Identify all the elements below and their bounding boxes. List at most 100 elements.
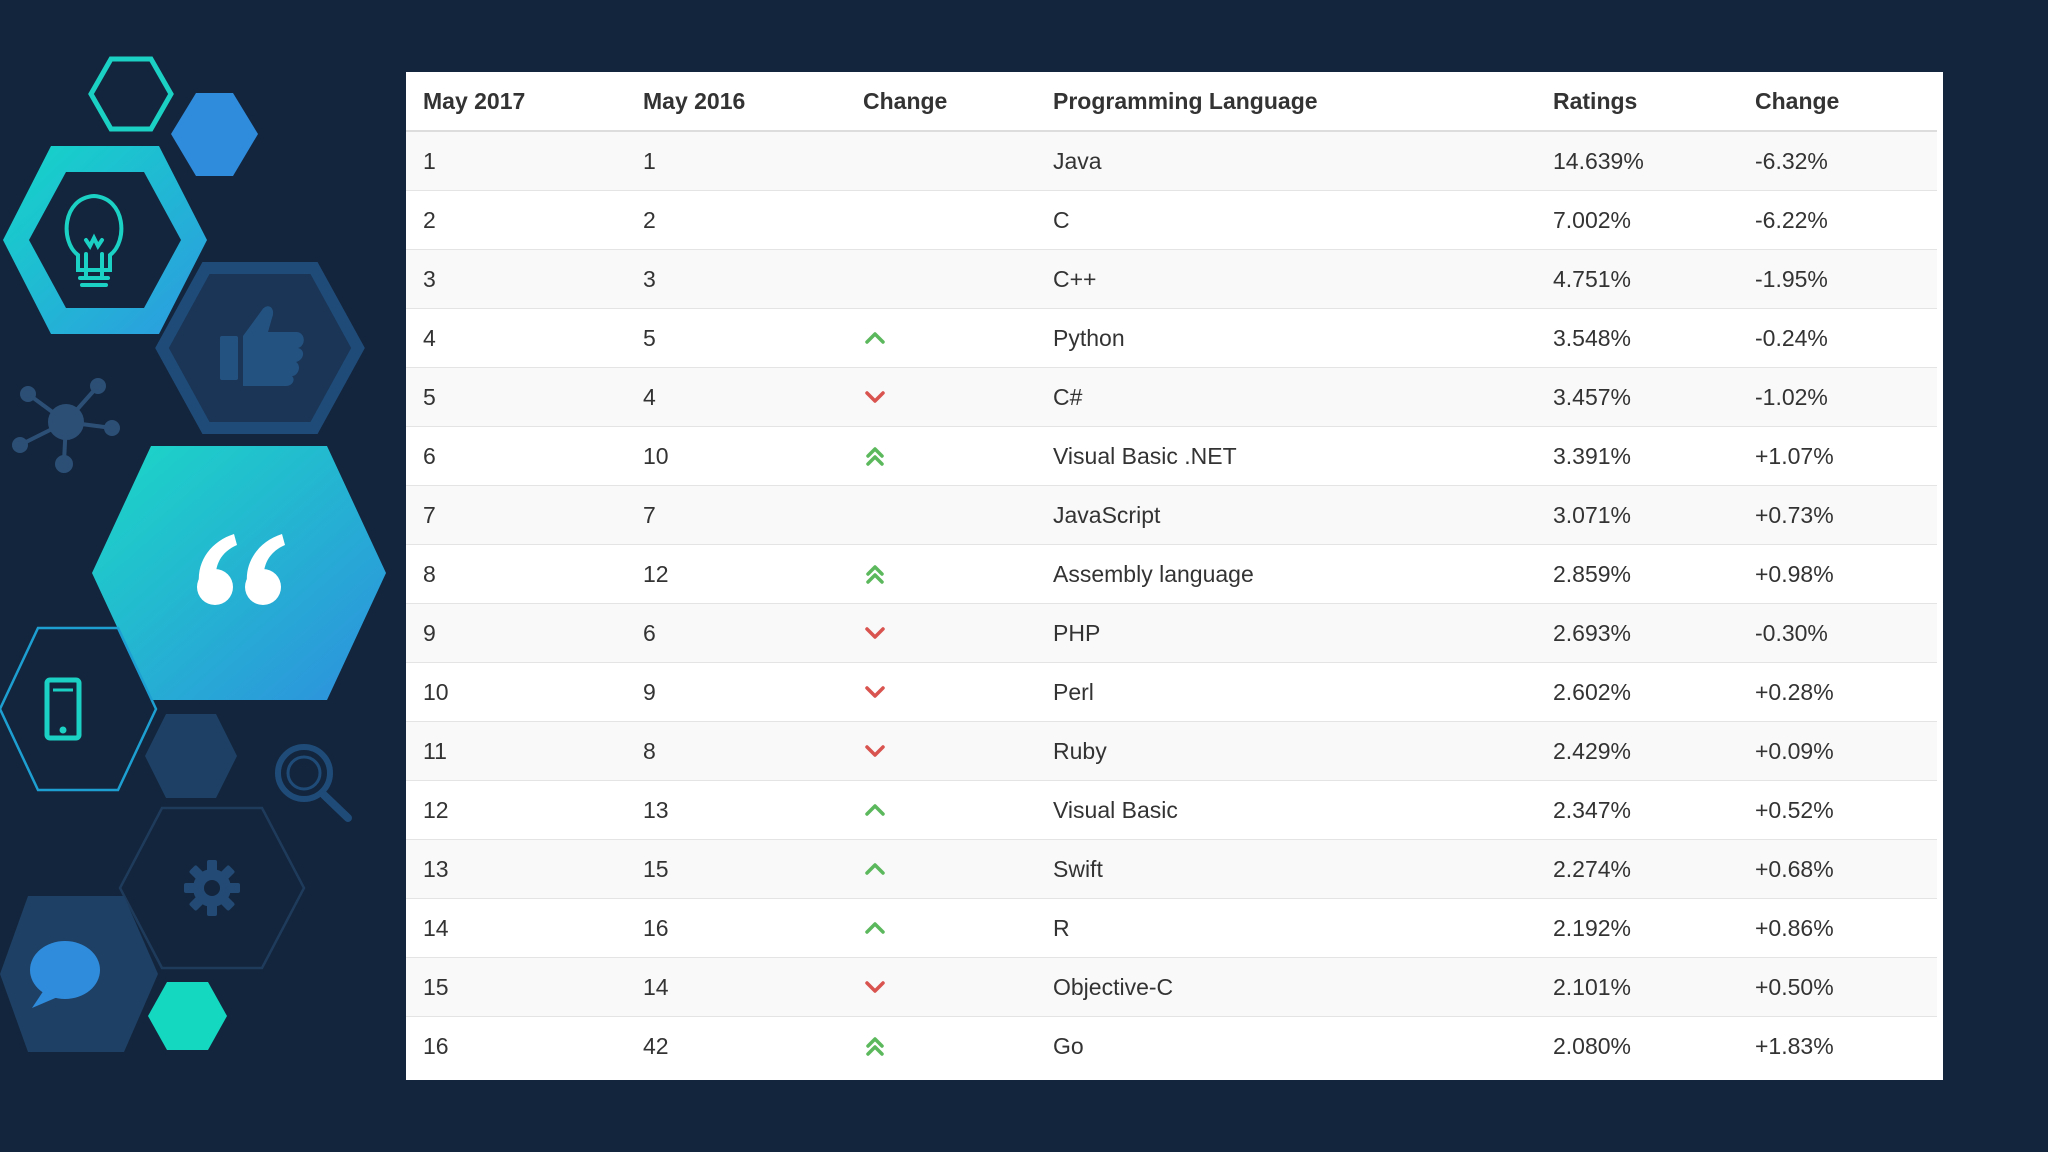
change-cell: -1.02% — [1738, 367, 1937, 427]
table-row: 3 3 C++ 4.751% -1.95% — [406, 249, 1937, 309]
trend-cell — [846, 780, 1036, 840]
language-cell: C# — [1036, 367, 1536, 427]
thumbs-up-hex — [155, 262, 365, 434]
trend-double-up-icon — [866, 447, 884, 466]
gear-hex — [118, 806, 306, 970]
rating-cell: 3.457% — [1536, 367, 1738, 427]
change-cell: -6.22% — [1738, 190, 1937, 250]
quote-hex — [92, 446, 386, 700]
trend-cell — [846, 1016, 1036, 1075]
hex-dark — [145, 714, 237, 798]
language-cell: C++ — [1036, 249, 1536, 309]
trend-cell — [846, 130, 1036, 191]
trend-cell — [846, 367, 1036, 427]
change-cell: -6.32% — [1738, 130, 1937, 191]
col-header-language[interactable]: Programming Language — [1036, 72, 1536, 132]
table-row: 5 4 C# 3.457% -1.02% — [406, 367, 1937, 427]
trend-up-icon — [865, 804, 885, 816]
change-cell: +0.50% — [1738, 957, 1937, 1017]
rank-2017-cell: 10 — [406, 662, 626, 722]
rank-2017-cell: 1 — [406, 130, 626, 191]
rank-2016-cell: 5 — [626, 308, 846, 368]
rank-2017-cell: 5 — [406, 367, 626, 427]
rating-cell: 3.391% — [1536, 426, 1738, 486]
rank-2016-cell: 12 — [626, 544, 846, 604]
trend-down-icon — [865, 391, 885, 403]
table-row: 2 2 C 7.002% -6.22% — [406, 190, 1937, 250]
col-header-change-pct[interactable]: Change — [1738, 72, 1937, 132]
network-icon — [12, 378, 120, 473]
change-cell: +0.28% — [1738, 662, 1937, 722]
chat-hex — [0, 896, 158, 1052]
trend-cell — [846, 249, 1036, 309]
rank-2017-cell: 6 — [406, 426, 626, 486]
rating-cell: 4.751% — [1536, 249, 1738, 309]
rank-2016-cell: 13 — [626, 780, 846, 840]
rank-2017-cell: 9 — [406, 603, 626, 663]
table-row: 10 9 Perl 2.602% +0.28% — [406, 662, 1937, 722]
table-row: 14 16 R 2.192% +0.86% — [406, 898, 1937, 958]
language-cell: Perl — [1036, 662, 1536, 722]
trend-cell — [846, 662, 1036, 722]
quote-icon — [197, 534, 285, 605]
trend-cell — [846, 957, 1036, 1017]
rank-2017-cell: 4 — [406, 308, 626, 368]
rank-2016-cell: 16 — [626, 898, 846, 958]
trend-double-up-icon — [866, 565, 884, 584]
table-row: 15 14 Objective-C 2.101% +0.50% — [406, 957, 1937, 1017]
trend-cell — [846, 898, 1036, 958]
lightbulb-hex — [3, 146, 207, 334]
trend-down-icon — [865, 627, 885, 639]
col-header-ratings[interactable]: Ratings — [1536, 72, 1738, 132]
trend-down-icon — [865, 686, 885, 698]
change-cell: +0.52% — [1738, 780, 1937, 840]
rank-2017-cell: 7 — [406, 485, 626, 545]
rating-cell: 7.002% — [1536, 190, 1738, 250]
change-cell: +1.07% — [1738, 426, 1937, 486]
table-row: 4 5 Python 3.548% -0.24% — [406, 308, 1937, 368]
trend-down-icon — [865, 981, 885, 993]
language-cell: Ruby — [1036, 721, 1536, 781]
language-cell: Objective-C — [1036, 957, 1536, 1017]
table-row: 13 15 Swift 2.274% +0.68% — [406, 839, 1937, 899]
language-cell: PHP — [1036, 603, 1536, 663]
ranking-table: May 2017 May 2016 Change Programming Lan… — [406, 72, 1937, 1075]
language-cell: C — [1036, 190, 1536, 250]
language-cell: R — [1036, 898, 1536, 958]
change-cell: +0.98% — [1738, 544, 1937, 604]
language-cell: Visual Basic — [1036, 780, 1536, 840]
rank-2017-cell: 13 — [406, 839, 626, 899]
change-cell: +1.83% — [1738, 1016, 1937, 1075]
rank-2017-cell: 2 — [406, 190, 626, 250]
trend-cell — [846, 721, 1036, 781]
rank-2016-cell: 4 — [626, 367, 846, 427]
rank-2016-cell: 7 — [626, 485, 846, 545]
ranking-table-panel: May 2017 May 2016 Change Programming Lan… — [406, 72, 1943, 1080]
rating-cell: 3.071% — [1536, 485, 1738, 545]
trend-up-icon — [865, 922, 885, 934]
rating-cell: 14.639% — [1536, 130, 1738, 191]
magnifier-icon — [275, 744, 352, 822]
rank-2017-cell: 14 — [406, 898, 626, 958]
col-header-may-2016[interactable]: May 2016 — [626, 72, 846, 132]
trend-double-up-icon — [866, 1037, 884, 1056]
col-header-change[interactable]: Change — [846, 72, 1036, 132]
language-cell: Swift — [1036, 839, 1536, 899]
rating-cell: 2.101% — [1536, 957, 1738, 1017]
change-cell: -1.95% — [1738, 249, 1937, 309]
trend-up-icon — [865, 863, 885, 875]
table-row: 8 12 Assembly language 2.859% +0.98% — [406, 544, 1937, 604]
change-cell: +0.86% — [1738, 898, 1937, 958]
rating-cell: 2.347% — [1536, 780, 1738, 840]
rating-cell: 2.859% — [1536, 544, 1738, 604]
language-cell: Assembly language — [1036, 544, 1536, 604]
change-cell: +0.68% — [1738, 839, 1937, 899]
hex-blue — [171, 93, 258, 176]
col-header-may-2017[interactable]: May 2017 — [406, 72, 626, 132]
table-row: 1 1 Java 14.639% -6.32% — [406, 130, 1937, 191]
language-cell: JavaScript — [1036, 485, 1536, 545]
table-body: 1 1 Java 14.639% -6.32% 2 2 C 7.002% -6.22% 3 3 C+… — [406, 130, 1937, 1075]
language-cell: Go — [1036, 1016, 1536, 1075]
rank-2016-cell: 10 — [626, 426, 846, 486]
lightbulb-icon — [64, 193, 124, 287]
